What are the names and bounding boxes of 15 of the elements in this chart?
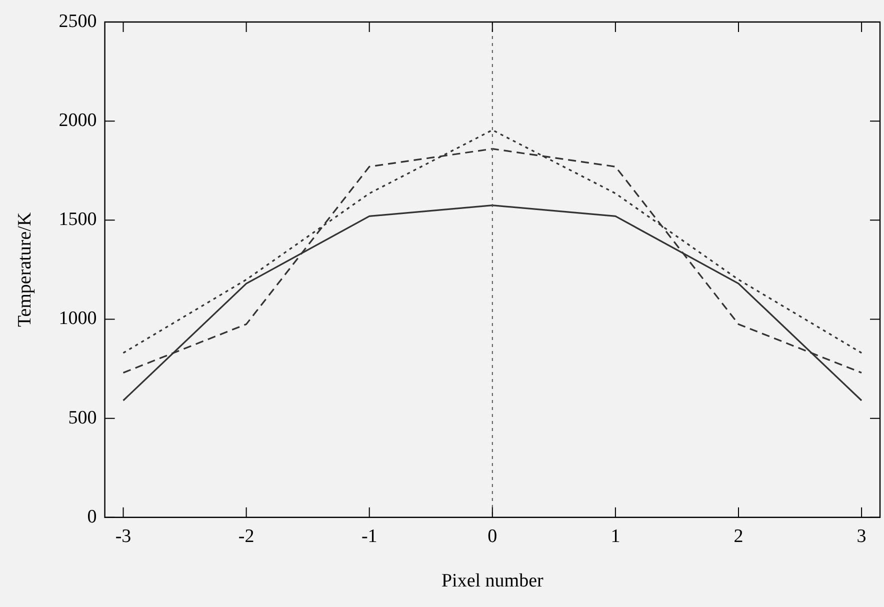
x-tick-label: -1 [361,526,378,547]
y-tick-label: 1000 [58,308,97,330]
y-tick-label: 0 [87,506,97,528]
x-axis-title: Pixel number [441,570,544,592]
y-axis-title: Temperature/K [14,212,36,328]
y-tick-label: 1500 [58,209,97,230]
x-tick-label: 0 [488,526,498,547]
y-tick-label: 2000 [58,110,97,132]
x-tick-label: 2 [734,526,744,547]
x-tick-label: 1 [610,526,620,547]
x-tick-label: -2 [238,526,254,547]
y-tick-label: 500 [68,407,97,428]
x-tick-label: 3 [856,526,866,547]
x-tick-label: -3 [115,526,132,547]
y-tick-label: 2500 [58,10,97,32]
